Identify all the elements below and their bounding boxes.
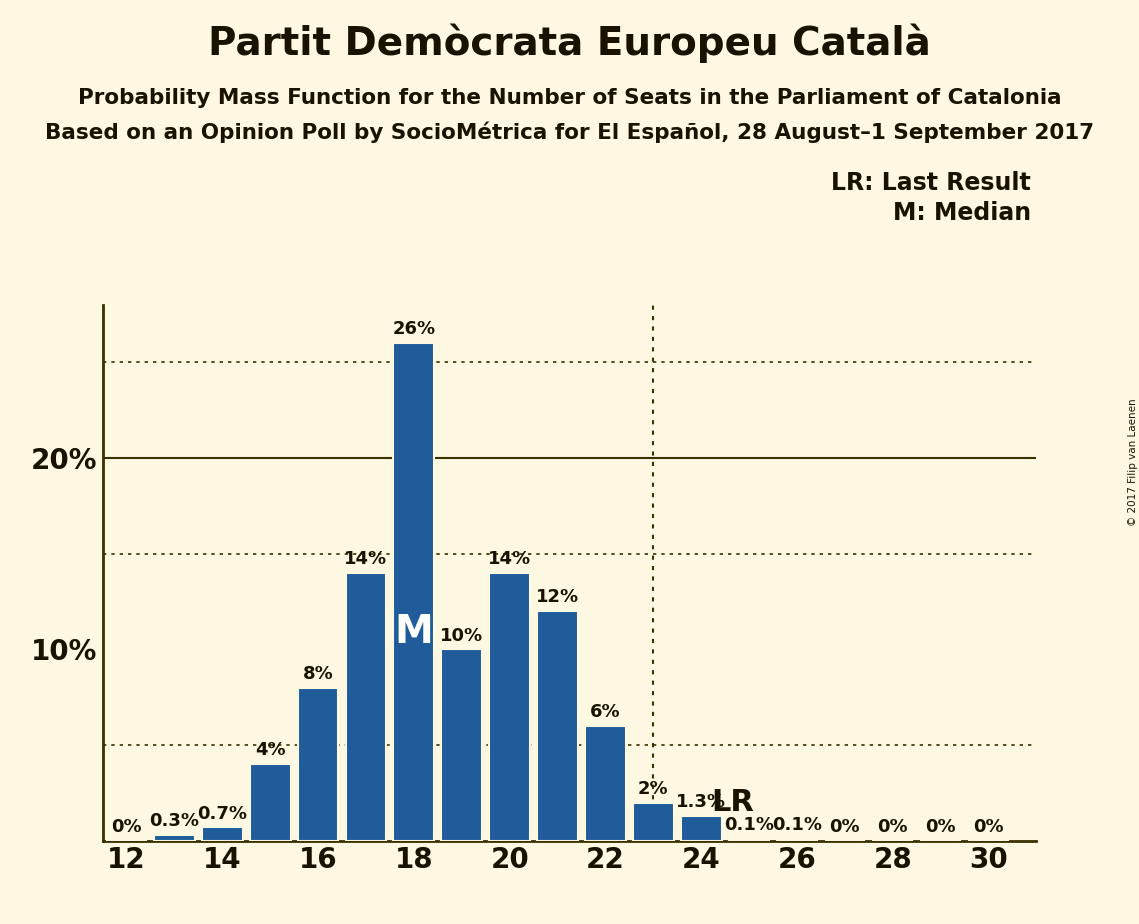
Text: Probability Mass Function for the Number of Seats in the Parliament of Catalonia: Probability Mass Function for the Number… xyxy=(77,88,1062,108)
Text: 10%: 10% xyxy=(440,626,483,645)
Text: 0.7%: 0.7% xyxy=(197,805,247,822)
Bar xyxy=(345,573,386,841)
Bar xyxy=(633,803,673,841)
Text: 2%: 2% xyxy=(638,780,669,797)
Text: 1.3%: 1.3% xyxy=(677,793,727,811)
Text: 6%: 6% xyxy=(590,703,621,722)
Text: LR: LR xyxy=(711,788,754,817)
Bar xyxy=(490,573,530,841)
Text: 0%: 0% xyxy=(925,818,956,836)
Bar xyxy=(777,839,818,841)
Text: 12%: 12% xyxy=(536,589,579,606)
Text: LR: Last Result: LR: Last Result xyxy=(831,171,1031,195)
Bar xyxy=(681,816,722,841)
Text: 0%: 0% xyxy=(112,818,141,836)
Bar xyxy=(729,839,770,841)
Bar xyxy=(202,828,243,841)
Text: 14%: 14% xyxy=(344,550,387,568)
Text: 14%: 14% xyxy=(489,550,531,568)
Text: Partit Demòcrata Europeu Català: Partit Demòcrata Europeu Català xyxy=(208,23,931,63)
Text: 0%: 0% xyxy=(877,818,908,836)
Bar xyxy=(297,687,338,841)
Text: M: M xyxy=(394,613,433,650)
Text: 0.1%: 0.1% xyxy=(772,816,822,834)
Text: 26%: 26% xyxy=(392,321,435,338)
Text: 0%: 0% xyxy=(829,818,860,836)
Text: © 2017 Filip van Laenen: © 2017 Filip van Laenen xyxy=(1129,398,1138,526)
Text: 8%: 8% xyxy=(303,665,334,683)
Text: Based on an Opinion Poll by SocioMétrica for El Español, 28 August–1 September 2: Based on an Opinion Poll by SocioMétrica… xyxy=(44,122,1095,143)
Text: 4%: 4% xyxy=(255,741,286,760)
Text: 0.3%: 0.3% xyxy=(149,812,199,831)
Text: 0%: 0% xyxy=(974,818,1003,836)
Bar xyxy=(154,835,195,841)
Bar xyxy=(538,611,577,841)
Text: 0.1%: 0.1% xyxy=(724,816,775,834)
Bar xyxy=(585,726,625,841)
Bar xyxy=(249,764,290,841)
Text: M: Median: M: Median xyxy=(893,201,1031,225)
Bar xyxy=(442,650,482,841)
Bar xyxy=(393,343,434,841)
